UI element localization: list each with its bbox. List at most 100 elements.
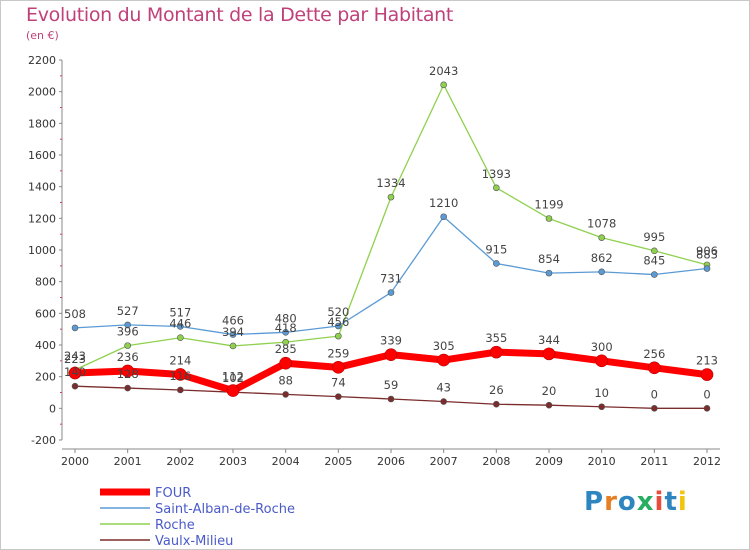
axes: -200020040060080010001200140016001800200… <box>28 54 721 468</box>
chart-title: Evolution du Montant de la Dette par Hab… <box>26 4 454 26</box>
data-label-roche: 1334 <box>376 176 405 190</box>
data-label-roche: 456 <box>327 315 349 329</box>
point-saint-alban-de-roche <box>651 271 658 278</box>
point-vaulx-milieu <box>387 395 395 403</box>
data-label-saint-alban-de-roche: 466 <box>222 314 244 328</box>
point-vaulx-milieu <box>651 405 658 412</box>
y-tick-label: 1200 <box>28 212 56 225</box>
point-roche <box>177 334 184 342</box>
data-label-vaulx-milieu: 0 <box>703 387 710 401</box>
point-saint-alban-de-roche <box>493 260 500 267</box>
data-label-saint-alban-de-roche: 862 <box>591 251 613 265</box>
data-label-vaulx-milieu: 59 <box>384 378 399 392</box>
data-label-vaulx-milieu: 102 <box>222 371 244 385</box>
point-roche <box>493 184 500 192</box>
point-four <box>226 384 240 397</box>
point-vaulx-milieu <box>335 393 342 400</box>
y-tick-label: 1000 <box>28 244 56 257</box>
legend-label: FOUR <box>155 486 191 501</box>
point-roche <box>282 338 289 346</box>
data-label-four: 339 <box>380 334 402 348</box>
point-roche <box>387 193 395 201</box>
data-label-roche: 1393 <box>482 167 511 181</box>
data-label-four: 223 <box>64 352 86 366</box>
series-layer <box>68 81 714 412</box>
point-four <box>595 354 608 368</box>
point-saint-alban-de-roche <box>440 213 447 221</box>
data-label-four: 213 <box>696 354 718 368</box>
data-label-roche: 396 <box>117 325 139 339</box>
point-four <box>332 361 345 374</box>
logo-letter: r <box>604 487 618 517</box>
data-label-saint-alban-de-roche: 1210 <box>429 196 458 210</box>
point-roche <box>124 342 131 349</box>
data-label-roche: 995 <box>643 230 665 244</box>
data-label-vaulx-milieu: 0 <box>651 387 658 401</box>
y-tick-label: 600 <box>35 307 56 320</box>
logo-letter: i <box>654 487 665 517</box>
data-label-roche: 394 <box>222 325 244 339</box>
point-saint-alban-de-roche <box>124 321 131 329</box>
data-label-roche: 446 <box>169 317 191 331</box>
chart-subtitle: (en €) <box>26 29 59 42</box>
data-label-saint-alban-de-roche: 731 <box>380 272 402 286</box>
point-four <box>490 345 503 359</box>
data-label-vaulx-milieu: 20 <box>542 384 557 398</box>
point-roche <box>229 342 237 350</box>
x-tick-label: 2002 <box>166 455 194 468</box>
x-tick-label: 2010 <box>588 455 616 468</box>
point-four <box>542 347 556 361</box>
logo-letter: P <box>584 487 605 517</box>
data-label-vaulx-milieu: 116 <box>169 369 191 383</box>
x-tick-label: 2003 <box>219 455 247 468</box>
y-tick-label: 200 <box>35 371 56 384</box>
data-label-vaulx-milieu: 140 <box>64 365 86 379</box>
point-vaulx-milieu <box>493 400 500 408</box>
point-roche <box>598 234 605 241</box>
point-four <box>121 364 134 378</box>
y-tick-label: 2000 <box>28 86 56 99</box>
data-label-roche: 418 <box>275 321 297 335</box>
x-tick-label: 2009 <box>535 455 563 468</box>
point-four <box>384 348 398 361</box>
data-label-saint-alban-de-roche: 480 <box>275 311 297 325</box>
point-saint-alban-de-roche <box>229 331 237 338</box>
x-tick-label: 2007 <box>430 455 458 468</box>
data-label-saint-alban-de-roche: 517 <box>169 305 191 319</box>
y-tick-label: 2200 <box>28 54 56 67</box>
x-tick-label: 2000 <box>61 455 89 468</box>
x-tick-label: 2004 <box>272 455 300 468</box>
point-saint-alban-de-roche <box>545 269 553 277</box>
data-label-vaulx-milieu: 43 <box>436 381 451 395</box>
point-saint-alban-de-roche <box>71 324 79 332</box>
point-vaulx-milieu <box>71 382 79 390</box>
point-vaulx-milieu <box>282 391 289 398</box>
logo-letter: i <box>677 487 688 517</box>
point-four <box>700 368 714 381</box>
data-label-vaulx-milieu: 88 <box>278 373 293 387</box>
data-label-saint-alban-de-roche: 883 <box>696 248 718 262</box>
point-vaulx-milieu <box>545 401 553 409</box>
data-label-four: 305 <box>433 339 455 353</box>
data-label-roche: 243 <box>64 349 86 363</box>
data-label-four: 259 <box>327 346 349 360</box>
point-roche <box>651 247 658 255</box>
point-saint-alban-de-roche <box>598 268 605 276</box>
data-label-vaulx-milieu: 74 <box>331 376 346 390</box>
data-label-four: 344 <box>538 333 560 347</box>
point-four <box>174 368 187 381</box>
point-roche <box>440 81 447 89</box>
data-label-roche: 1078 <box>587 217 616 231</box>
data-label-four: 300 <box>591 340 613 354</box>
data-label-saint-alban-de-roche: 520 <box>327 305 349 319</box>
point-four <box>437 353 450 367</box>
x-tick-label: 2005 <box>324 455 352 468</box>
legend: FOURSaint-Alban-de-RocheRocheVaulx-Milie… <box>100 486 295 549</box>
data-label-saint-alban-de-roche: 527 <box>117 304 139 318</box>
x-tick-label: 2011 <box>640 455 668 468</box>
point-four <box>279 356 292 370</box>
data-label-roche: 2043 <box>429 64 458 78</box>
point-vaulx-milieu <box>598 403 605 411</box>
data-label-saint-alban-de-roche: 845 <box>643 254 665 268</box>
